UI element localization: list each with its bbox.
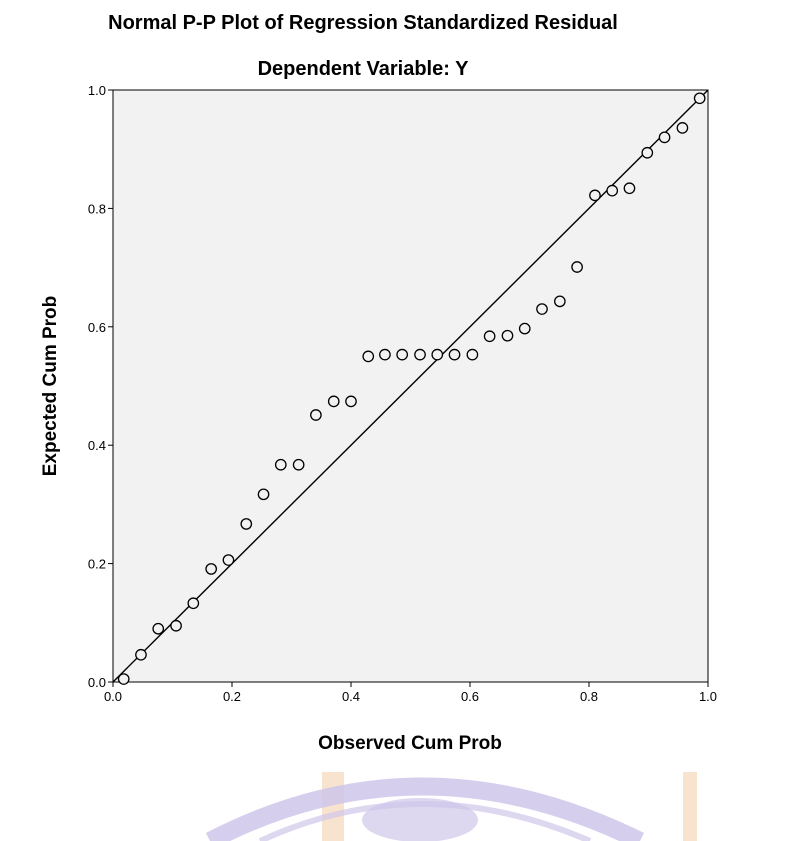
watermark-band [0, 772, 786, 841]
x-axis-label: Observed Cum Prob [318, 733, 502, 754]
data-point [274, 458, 287, 471]
data-point [571, 261, 583, 273]
chart-subtitle: Dependent Variable: Y [258, 58, 469, 80]
data-point [606, 184, 619, 197]
data-point [676, 122, 689, 134]
data-point [518, 322, 531, 335]
data-point [623, 182, 636, 195]
data-point [240, 518, 253, 530]
y-tick-label: 0.8 [88, 201, 106, 216]
data-point [589, 189, 601, 202]
data-point [205, 563, 218, 575]
data-point [483, 330, 496, 343]
y-tick-label: 0.0 [88, 675, 106, 690]
x-tick-label: 0.4 [342, 689, 360, 704]
data-point [257, 488, 270, 501]
watermark-emblem [0, 772, 786, 841]
data-point [152, 622, 165, 635]
data-point [170, 619, 182, 632]
y-axis-label: Expected Cum Prob [40, 296, 61, 477]
data-point [362, 350, 375, 363]
axis-ticks: 0.0 0.2 0.4 0.6 0.8 1.0 0.0 0.2 0.4 0.6 0.8 1.0 [88, 83, 717, 704]
data-point [396, 348, 409, 361]
data-point [553, 295, 566, 308]
data-point [187, 597, 200, 610]
y-tick-label: 1.0 [88, 83, 106, 98]
data-point [327, 395, 340, 408]
y-tick-label: 0.2 [88, 557, 106, 572]
data-point [466, 348, 479, 361]
data-point [222, 554, 235, 566]
data-point [310, 409, 322, 421]
data-point [641, 146, 654, 159]
data-point [379, 348, 391, 361]
x-tick-label: 0.0 [104, 689, 122, 704]
x-tick-label: 1.0 [699, 689, 717, 704]
x-tick-label: 0.6 [461, 689, 479, 704]
data-points [117, 92, 706, 685]
data-point [135, 648, 147, 661]
data-point [345, 395, 357, 408]
x-tick-label: 0.2 [223, 689, 241, 704]
x-tick-label: 0.8 [580, 689, 598, 704]
data-point [292, 458, 305, 471]
pp-plot-chart: Normal P-P Plot of Regression Standardiz… [40, 12, 717, 754]
data-point [448, 348, 461, 361]
data-point [693, 92, 706, 105]
data-point [536, 303, 548, 315]
data-point [117, 673, 130, 685]
data-point [658, 131, 671, 144]
data-point [431, 348, 444, 361]
y-tick-label: 0.6 [88, 320, 106, 335]
data-point [501, 329, 514, 342]
chart-title: Normal P-P Plot of Regression Standardiz… [108, 12, 618, 34]
y-tick-label: 0.4 [88, 438, 106, 453]
data-point [414, 348, 426, 361]
